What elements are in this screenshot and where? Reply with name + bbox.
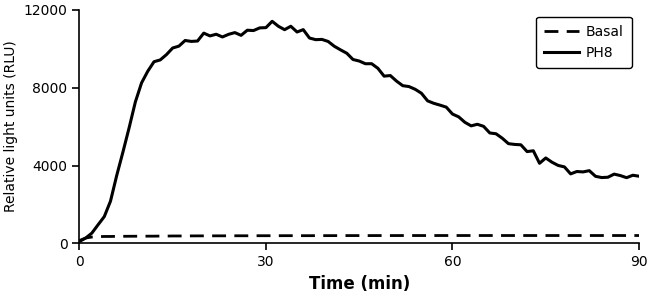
Basal [206,234,214,238]
Line: PH8: PH8 [80,21,639,241]
Basal [635,234,643,237]
PH8 [629,173,637,177]
Basal [554,234,562,237]
Legend: Basal, PH8: Basal, PH8 [536,17,632,68]
PH8 [268,20,276,23]
PH8 [144,69,152,73]
Basal [218,234,226,238]
Basal [623,234,630,237]
Y-axis label: Relative light units (RLU): Relative light units (RLU) [4,41,18,212]
PH8 [206,34,214,38]
PH8 [218,35,226,39]
Basal [144,234,152,238]
PH8 [554,164,562,167]
PH8 [76,240,83,243]
PH8 [623,176,630,179]
Basal [436,234,444,237]
Line: Basal: Basal [80,236,639,241]
PH8 [635,174,643,178]
Basal [76,239,83,242]
Basal [629,234,637,237]
X-axis label: Time (min): Time (min) [308,275,410,293]
